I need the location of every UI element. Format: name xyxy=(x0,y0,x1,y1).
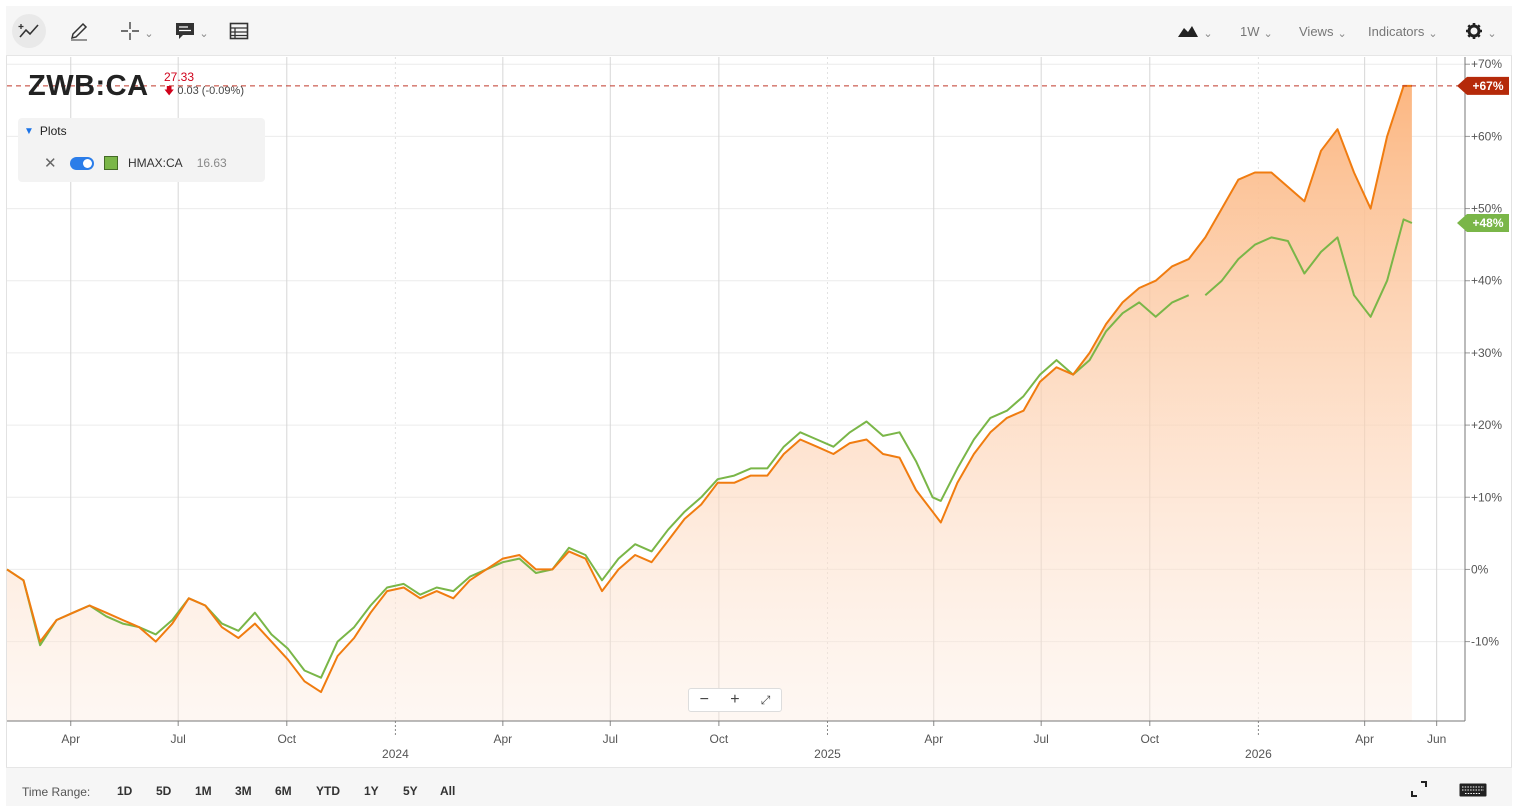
close-icon[interactable]: ✕ xyxy=(44,155,57,172)
range-3m-button[interactable]: 3M xyxy=(235,784,252,798)
chevron-down-icon: ⌄ xyxy=(1337,27,1347,40)
zwb-end-label-bg xyxy=(1457,76,1509,95)
plot-item: ✕ HMAX:CA 16.63 xyxy=(44,154,227,172)
x-tick-label: Oct xyxy=(1140,732,1159,746)
crosshair-icon[interactable]: ⌄ xyxy=(114,18,160,44)
fit-icon[interactable]: ⤢ xyxy=(760,692,771,707)
plots-header[interactable]: ▼ Plots xyxy=(24,124,67,138)
x-year-label: 2025 xyxy=(814,747,841,761)
triangle-down-icon: ▼ xyxy=(24,125,34,137)
y-tick-label: +40% xyxy=(1471,274,1502,288)
time-range-label: Time Range: xyxy=(22,785,91,799)
zoom-out-icon[interactable]: − xyxy=(699,691,709,708)
mountain-icon[interactable]: ⌄ xyxy=(1172,18,1218,44)
x-tick-label: Oct xyxy=(710,732,729,746)
x-year-label: 2026 xyxy=(1245,747,1272,761)
last-price: 27.33 xyxy=(164,70,195,84)
y-tick-label: +60% xyxy=(1471,129,1502,143)
zoom-controls: − + ⤢ xyxy=(688,688,782,712)
interval-select[interactable]: 1W ⌄ xyxy=(1240,19,1273,43)
gear-icon[interactable]: ⌄ xyxy=(1458,18,1504,44)
x-tick-label: Apr xyxy=(493,732,512,746)
range-1m-button[interactable]: 1M xyxy=(195,784,212,798)
plot-color-swatch[interactable] xyxy=(104,156,118,170)
x-tick-label: Jul xyxy=(603,732,618,746)
chevron-down-icon: ⌄ xyxy=(1487,27,1497,40)
fullscreen-icon[interactable] xyxy=(1410,780,1428,798)
range-1y-button[interactable]: 1Y xyxy=(364,784,379,798)
interval-label: 1W xyxy=(1240,23,1260,39)
pencil-icon[interactable] xyxy=(66,18,92,44)
x-tick-label: Jun xyxy=(1427,732,1446,746)
plot-name: HMAX:CA xyxy=(128,156,183,170)
indicators-menu[interactable]: Indicators ⌄ xyxy=(1368,19,1438,43)
time-range-bar: Time Range: 1D 5D 1M 3M 6M YTD 1Y 5Y All xyxy=(6,767,1512,806)
plot-value: 16.63 xyxy=(196,156,227,170)
plots-panel: ▼ Plots ✕ HMAX:CA 16.63 xyxy=(18,118,265,182)
views-menu[interactable]: Views ⌄ xyxy=(1299,19,1347,43)
range-1d-button[interactable]: 1D xyxy=(117,784,133,798)
chart-toolbar: ⌄ ⌄ ⌄ 1W ⌄ Views ⌄ Indicators ⌄ ⌄ xyxy=(6,6,1512,56)
y-tick-label: +70% xyxy=(1471,57,1502,71)
chevron-down-icon: ⌄ xyxy=(1428,27,1438,40)
range-ytd-button[interactable]: YTD xyxy=(316,784,340,798)
y-tick-label: +30% xyxy=(1471,346,1502,360)
comment-icon[interactable]: ⌄ xyxy=(169,18,215,44)
draw-trend-icon[interactable] xyxy=(12,14,46,48)
y-tick-label: +10% xyxy=(1471,490,1502,504)
zwb-area-fill xyxy=(7,85,1412,721)
range-all-button[interactable]: All xyxy=(440,784,456,798)
x-tick-label: Jul xyxy=(1034,732,1049,746)
y-tick-label: 0% xyxy=(1471,562,1489,576)
x-tick-label: Oct xyxy=(277,732,296,746)
zwb-end-label: +67% xyxy=(1472,79,1503,93)
views-label: Views xyxy=(1299,23,1334,39)
x-year-label: 2024 xyxy=(382,747,409,761)
table-icon[interactable] xyxy=(226,18,252,44)
x-tick-label: Apr xyxy=(61,732,80,746)
arrow-down-icon: 🡇 xyxy=(164,86,175,97)
plots-header-label: Plots xyxy=(39,124,67,138)
price-change-value: 0.03 (-0.09%) xyxy=(177,85,244,97)
x-tick-label: Apr xyxy=(924,732,943,746)
indicators-label: Indicators xyxy=(1368,23,1425,39)
keyboard-icon[interactable] xyxy=(1458,782,1488,798)
range-5d-button[interactable]: 5D xyxy=(156,784,172,798)
range-6m-button[interactable]: 6M xyxy=(275,784,292,798)
chevron-down-icon: ⌄ xyxy=(144,27,154,40)
y-tick-label: -10% xyxy=(1471,635,1499,649)
range-5y-button[interactable]: 5Y xyxy=(403,784,418,798)
y-tick-label: +20% xyxy=(1471,418,1502,432)
zoom-in-icon[interactable]: + xyxy=(730,691,740,708)
chevron-down-icon: ⌄ xyxy=(1203,27,1213,40)
zwb-line xyxy=(6,84,1412,694)
hmax-end-label: +48% xyxy=(1472,216,1503,230)
chevron-down-icon: ⌄ xyxy=(1263,27,1273,40)
y-tick-label: +50% xyxy=(1471,202,1502,216)
plot-visibility-toggle[interactable] xyxy=(70,156,94,170)
x-tick-label: Jul xyxy=(171,732,186,746)
hmax-end-label-bg xyxy=(1457,214,1509,232)
symbol-ticker: ZWB:CA xyxy=(28,70,149,102)
chevron-down-icon: ⌄ xyxy=(199,27,209,40)
x-tick-label: Apr xyxy=(1355,732,1374,746)
hmax-line xyxy=(1204,218,1413,318)
price-change: 🡇 0.03 (-0.09%) xyxy=(164,84,244,101)
